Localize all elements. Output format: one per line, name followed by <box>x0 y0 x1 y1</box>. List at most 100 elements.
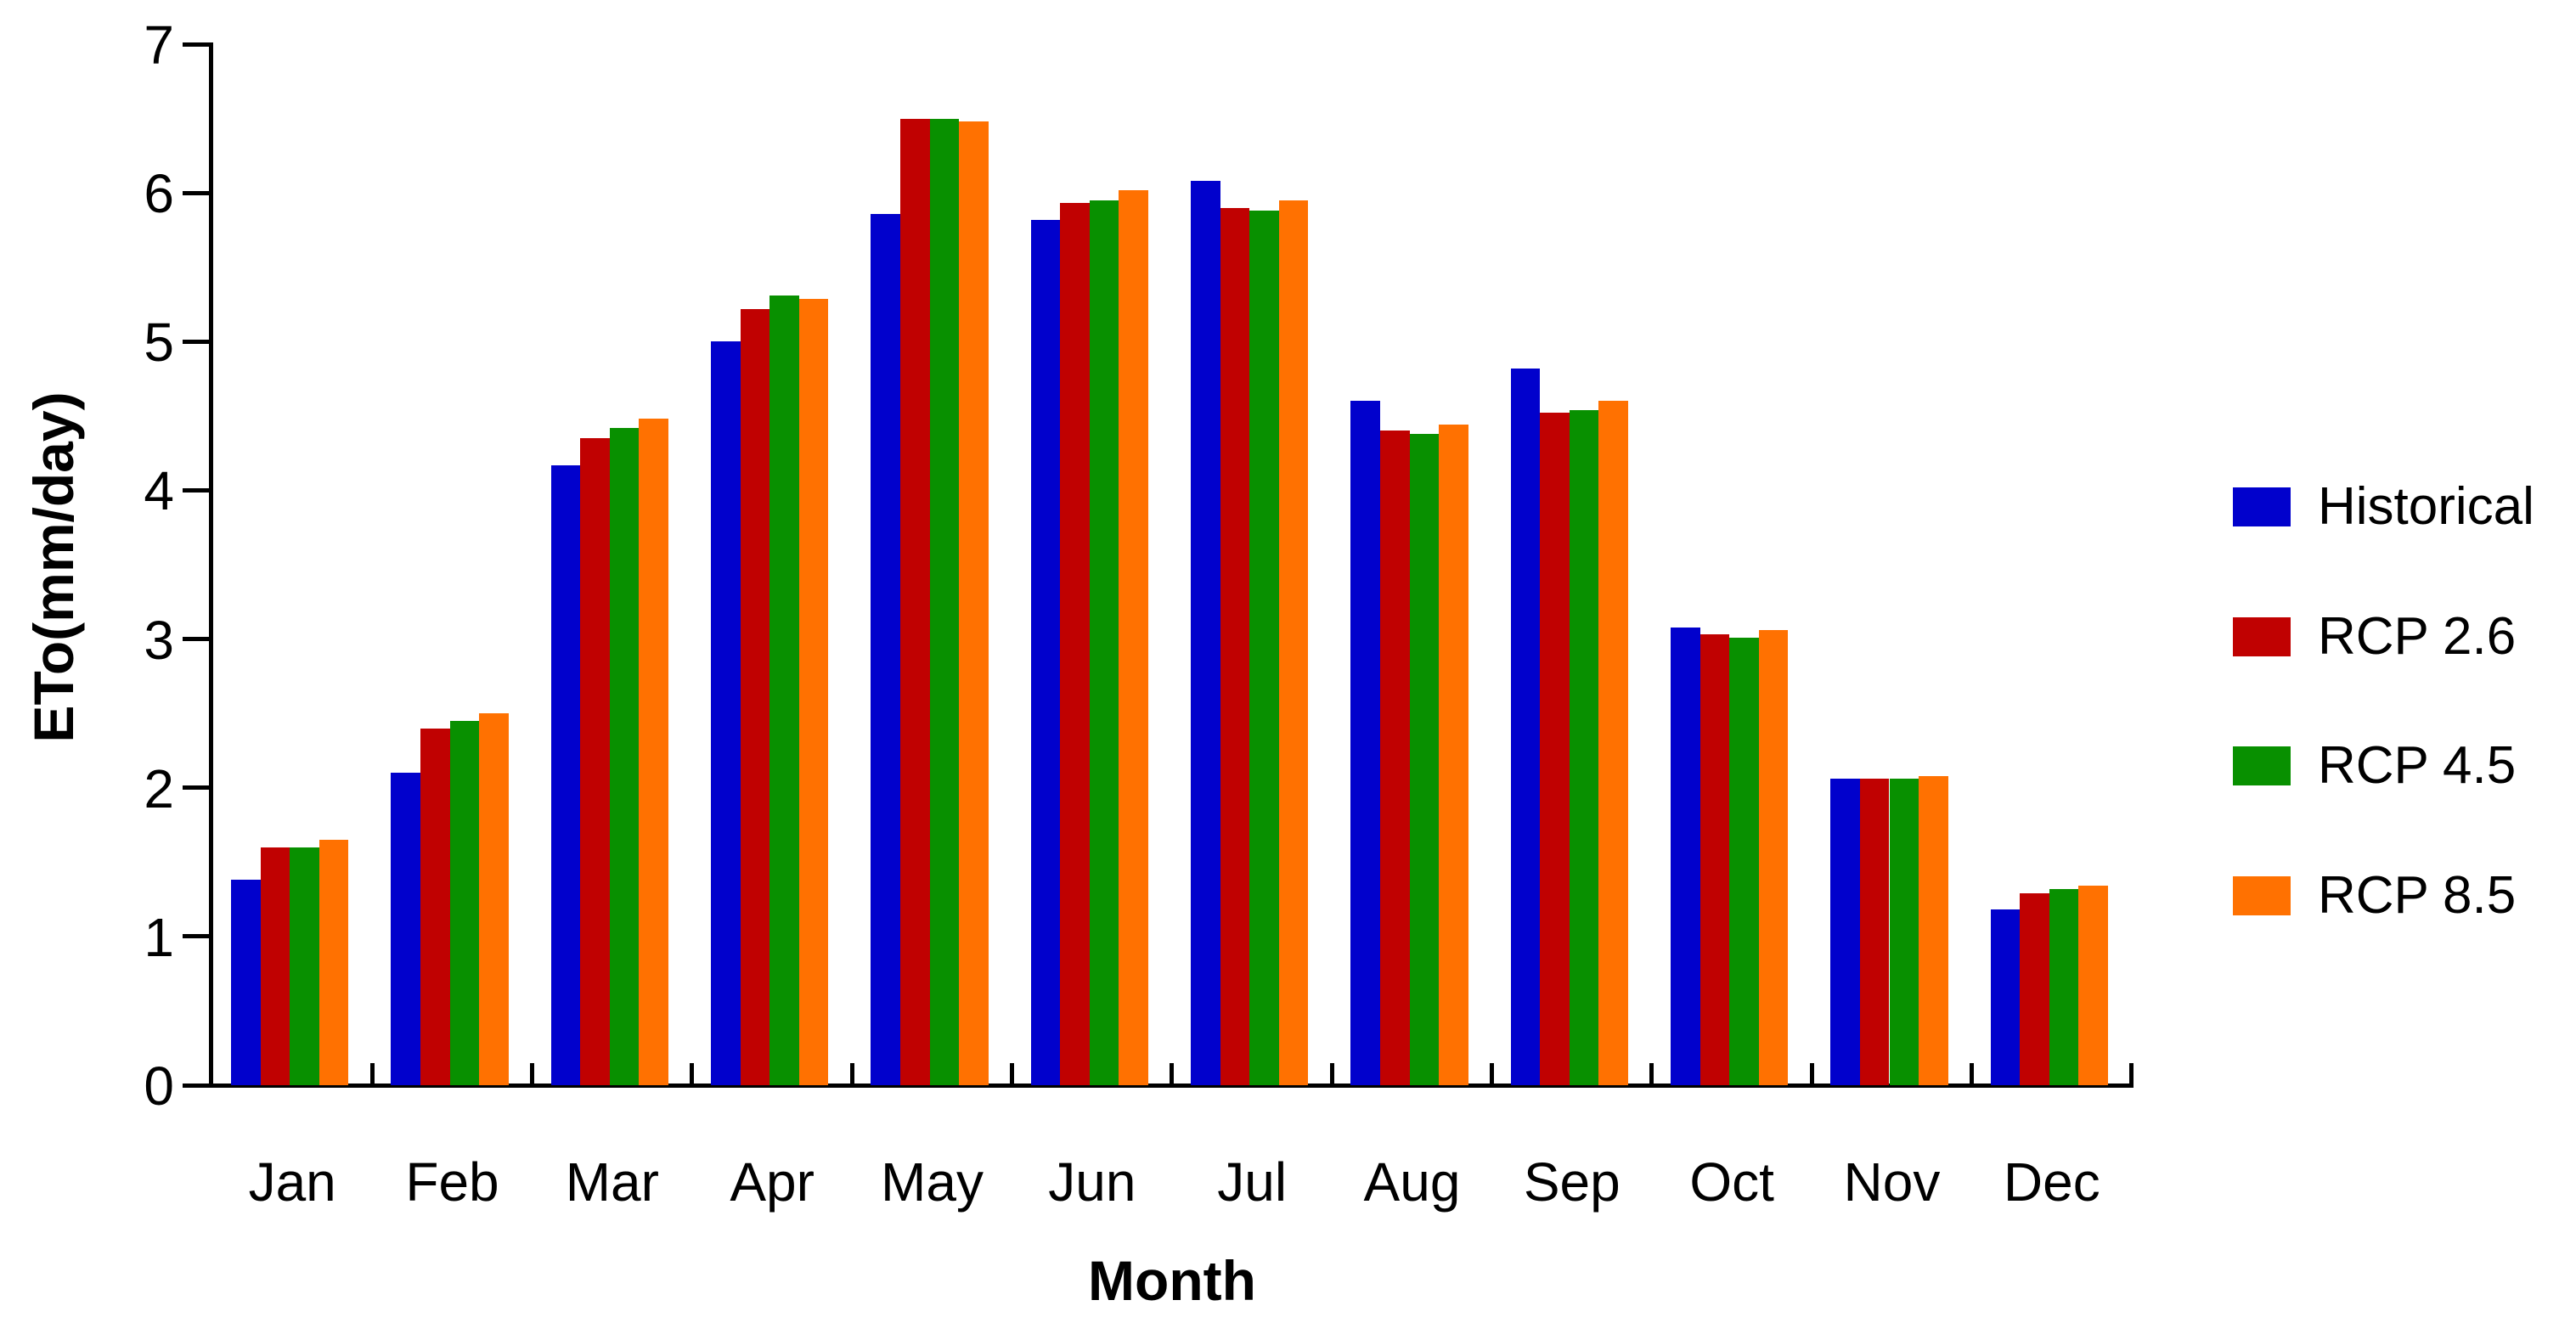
bar-rcp-2-6-oct <box>1699 634 1730 1085</box>
x-tick-mark <box>530 1063 535 1085</box>
bar-rcp-8-5-feb <box>479 713 509 1085</box>
bar-rcp-4-5-dec <box>2049 888 2079 1085</box>
bar-rcp-8-5-apr <box>798 298 829 1085</box>
bar-rcp-4-5-sep <box>1569 409 1599 1085</box>
bar-rcp-2-6-jul <box>1220 207 1250 1085</box>
bar-rcp-4-5-mar <box>609 427 640 1085</box>
bar-rcp-4-5-apr <box>769 296 799 1085</box>
x-tick-mark <box>849 1063 854 1085</box>
bar-rcp-4-5-nov <box>1889 779 1919 1085</box>
legend-item-rcp-4-5: RCP 4.5 <box>2233 740 2516 792</box>
legend-color-swatch <box>2233 746 2291 785</box>
bar-rcp-2-6-sep <box>1540 413 1570 1085</box>
x-tick-mark <box>1490 1063 1495 1085</box>
y-tick-mark <box>183 339 212 344</box>
bar-historical-nov <box>1830 779 1860 1085</box>
legend-color-swatch <box>2233 487 2291 526</box>
x-tick-mark <box>1329 1063 1334 1085</box>
x-label-aug: Aug <box>1363 1151 1461 1213</box>
legend-label: RCP 2.6 <box>2318 606 2517 666</box>
legend-item-rcp-2-6: RCP 2.6 <box>2233 606 2517 666</box>
y-axis-line <box>209 42 213 1088</box>
bar-rcp-4-5-jul <box>1249 211 1279 1085</box>
x-label-jul: Jul <box>1217 1151 1288 1213</box>
bar-rcp-2-6-apr <box>740 308 770 1085</box>
y-tick-label: 4 <box>144 460 174 522</box>
bar-historical-aug <box>1350 401 1380 1085</box>
bar-historical-apr <box>710 341 741 1085</box>
x-label-oct: Oct <box>1689 1151 1774 1213</box>
bar-rcp-4-5-aug <box>1409 433 1440 1085</box>
legend-label: RCP 8.5 <box>2318 865 2517 925</box>
bar-rcp-4-5-oct <box>1729 637 1759 1085</box>
legend-item-historical: Historical <box>2233 481 2534 533</box>
x-tick-mark <box>1649 1063 1654 1085</box>
x-tick-mark <box>1170 1063 1175 1085</box>
x-tick-mark <box>690 1063 695 1085</box>
x-label-nov: Nov <box>1843 1151 1941 1213</box>
bar-rcp-8-5-jan <box>318 840 349 1085</box>
bar-rcp-8-5-dec <box>2078 886 2109 1085</box>
bar-rcp-4-5-jan <box>290 847 319 1085</box>
bar-rcp-8-5-mar <box>639 419 669 1085</box>
x-axis-line <box>209 1084 2134 1088</box>
bar-rcp-8-5-sep <box>1598 401 1629 1085</box>
x-tick-mark <box>1010 1063 1015 1085</box>
x-label-jun: Jun <box>1048 1151 1136 1213</box>
bar-historical-mar <box>550 464 581 1085</box>
y-axis-title: ETo(mm/day) <box>22 391 85 743</box>
bar-rcp-8-5-aug <box>1439 425 1468 1085</box>
bar-rcp-4-5-jun <box>1089 200 1119 1085</box>
legend-color-swatch <box>2233 616 2291 656</box>
x-tick-mark <box>1809 1063 1814 1085</box>
x-label-apr: Apr <box>730 1151 815 1213</box>
bar-rcp-2-6-may <box>899 118 930 1085</box>
bar-rcp-4-5-feb <box>449 720 480 1085</box>
bar-rcp-2-6-aug <box>1379 431 1410 1085</box>
x-axis-title: Month <box>1088 1249 1256 1312</box>
y-tick-label: 5 <box>144 312 174 374</box>
bar-rcp-8-5-nov <box>1919 775 1948 1085</box>
legend-label: Historical <box>2318 477 2534 536</box>
y-tick-mark <box>183 42 212 47</box>
x-tick-mark <box>1970 1063 1975 1085</box>
bar-rcp-2-6-feb <box>420 728 450 1085</box>
y-tick-mark <box>183 785 212 791</box>
legend-color-swatch <box>2233 875 2291 915</box>
x-tick-mark <box>369 1063 375 1085</box>
legend-item-rcp-8-5: RCP 8.5 <box>2233 865 2517 925</box>
y-tick-label: 1 <box>144 906 174 968</box>
bar-historical-may <box>871 213 900 1085</box>
bar-rcp-4-5-may <box>929 118 960 1085</box>
y-tick-label: 7 <box>144 14 174 76</box>
bar-rcp-2-6-nov <box>1859 779 1890 1085</box>
bar-rcp-8-5-jun <box>1119 189 1149 1085</box>
y-tick-mark <box>183 1083 212 1088</box>
bar-historical-oct <box>1670 627 1700 1085</box>
x-label-feb: Feb <box>405 1151 499 1213</box>
y-tick-label: 6 <box>144 163 174 225</box>
y-tick-label: 0 <box>144 1055 174 1117</box>
y-tick-mark <box>183 934 212 939</box>
y-tick-mark <box>183 190 212 195</box>
x-label-jan: Jan <box>248 1151 336 1213</box>
bar-rcp-2-6-jan <box>260 847 290 1085</box>
x-label-dec: Dec <box>2003 1151 2100 1213</box>
y-tick-mark <box>183 487 212 493</box>
bar-rcp-2-6-jun <box>1060 203 1090 1085</box>
x-tick-mark <box>2129 1063 2134 1085</box>
bar-rcp-8-5-jul <box>1278 200 1309 1085</box>
bar-historical-jul <box>1190 181 1220 1085</box>
x-label-may: May <box>881 1151 984 1213</box>
bar-rcp-2-6-mar <box>580 438 610 1085</box>
bar-historical-sep <box>1510 368 1541 1085</box>
bar-historical-jan <box>231 880 261 1085</box>
y-tick-mark <box>183 637 212 642</box>
y-tick-label: 3 <box>144 609 174 671</box>
y-tick-label: 2 <box>144 757 174 819</box>
bar-historical-jun <box>1030 219 1061 1085</box>
bar-historical-dec <box>1990 909 2021 1085</box>
x-label-mar: Mar <box>565 1151 659 1213</box>
bar-rcp-8-5-oct <box>1758 630 1789 1085</box>
